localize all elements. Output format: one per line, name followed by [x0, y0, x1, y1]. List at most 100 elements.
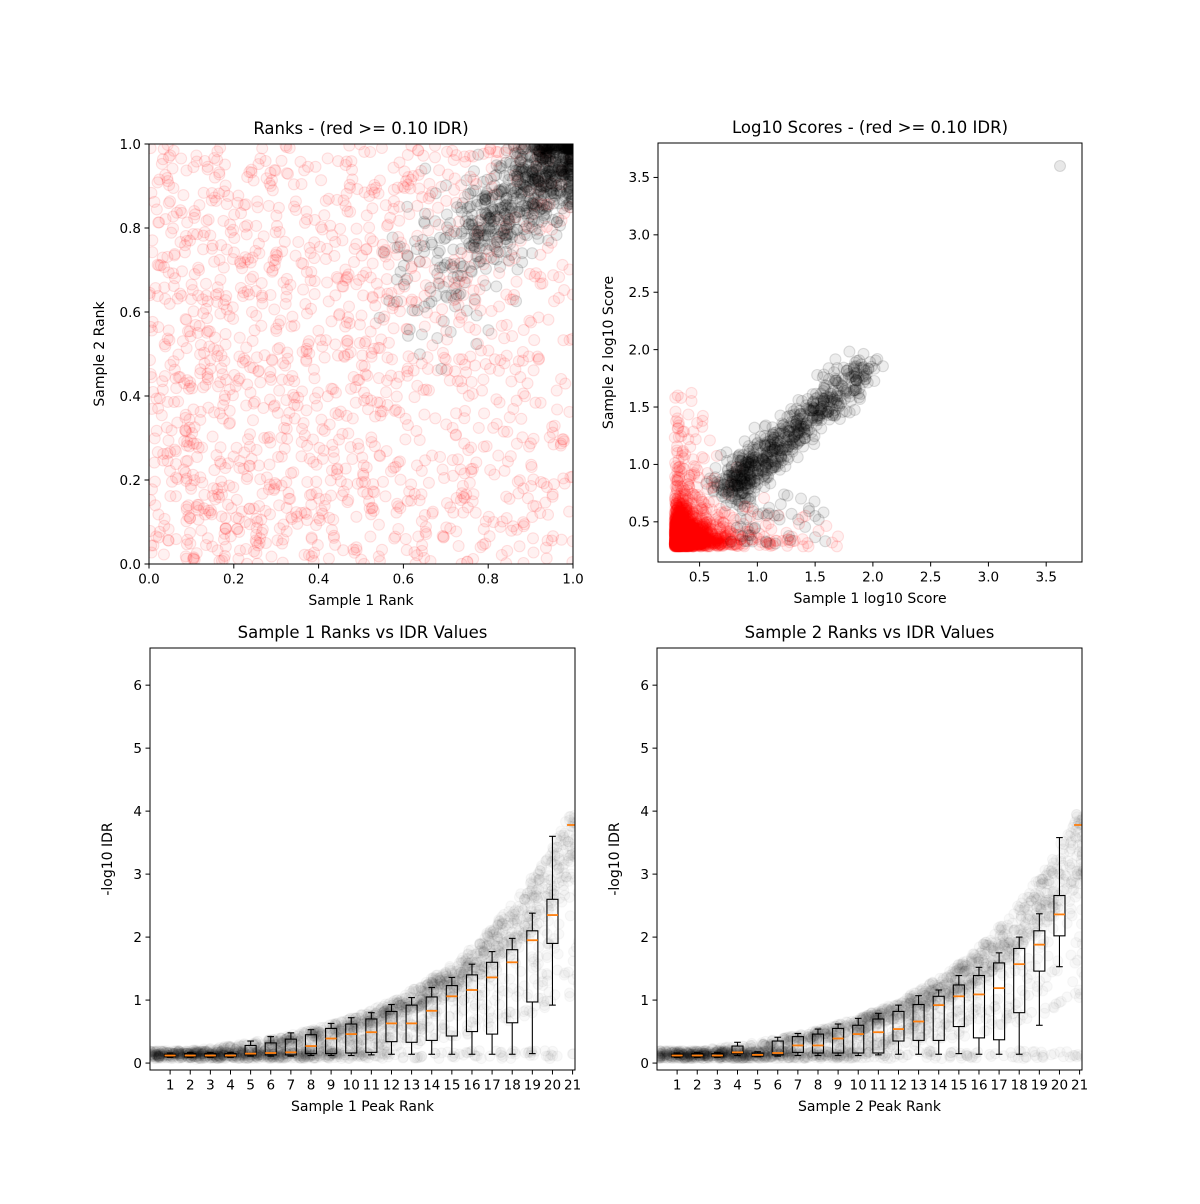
boxplot-box — [873, 1013, 884, 1055]
x-tick-label: 14 — [930, 1078, 947, 1094]
x-tick-label: 18 — [1011, 1078, 1028, 1094]
boxplot-box — [833, 1024, 844, 1055]
x-tick-label: 15 — [443, 1078, 460, 1094]
x-tick-label: 7 — [287, 1078, 296, 1094]
x-tick-label: 3 — [206, 1078, 215, 1094]
y-tick-label: 2.0 — [629, 342, 650, 358]
x-tick-label: 19 — [524, 1078, 541, 1094]
y-tick-label: 1.0 — [629, 457, 650, 473]
x-tick-label: 1.0 — [562, 572, 583, 588]
x-tick-label: 1.0 — [747, 570, 768, 586]
x-tick-label: 19 — [1031, 1078, 1048, 1094]
x-tick-label: 0.5 — [689, 570, 710, 586]
y-tick-label: 4 — [640, 804, 649, 820]
y-tick-label: 0.4 — [120, 389, 141, 405]
x-tick-label: 2.5 — [920, 570, 941, 586]
y-tick-label: 0.5 — [629, 515, 650, 531]
x-tick-label: 9 — [327, 1078, 336, 1094]
y-tick-label: 3 — [640, 867, 649, 883]
x-tick-label: 5 — [753, 1078, 762, 1094]
x-tick-label: 17 — [990, 1078, 1007, 1094]
x-tick-label: 4 — [226, 1078, 235, 1094]
boxplot-box — [712, 1052, 723, 1057]
subplot-title: Log10 Scores - (red >= 0.10 IDR) — [732, 118, 1008, 137]
x-tick-label: 0.0 — [138, 572, 159, 588]
x-axis-label: Sample 1 log10 Score — [793, 591, 946, 607]
x-tick-label: 5 — [246, 1078, 255, 1094]
x-tick-label: 11 — [363, 1078, 380, 1094]
y-tick-label: 1 — [640, 993, 649, 1009]
y-tick-label: 5 — [133, 741, 142, 757]
y-tick-label: 2.5 — [629, 285, 650, 301]
x-tick-label: 20 — [544, 1078, 561, 1094]
y-tick-label: 2 — [640, 930, 649, 946]
x-tick-label: 3 — [713, 1078, 722, 1094]
x-tick-label: 0.4 — [308, 572, 329, 588]
y-axis-label: Sample 2 log10 Score — [601, 276, 617, 429]
x-tick-label: 12 — [383, 1078, 400, 1094]
x-tick-label: 1 — [166, 1078, 175, 1094]
boxplot-box — [792, 1033, 803, 1055]
x-tick-label: 0.8 — [477, 572, 498, 588]
x-tick-label: 16 — [463, 1078, 480, 1094]
y-tick-label: 3.0 — [629, 228, 650, 244]
y-tick-label: 6 — [133, 678, 142, 694]
y-tick-label: 1.5 — [629, 400, 650, 416]
boxplot-box — [752, 1052, 763, 1057]
x-tick-label: 6 — [266, 1078, 275, 1094]
x-tick-label: 21 — [564, 1078, 581, 1094]
y-tick-label: 0.6 — [120, 305, 141, 321]
y-tick-label: 6 — [640, 678, 649, 694]
y-tick-label: 0.2 — [120, 473, 141, 489]
y-tick-label: 1.0 — [120, 137, 141, 153]
x-tick-label: 20 — [1051, 1078, 1068, 1094]
x-axis-label: Sample 1 Peak Rank — [291, 1099, 435, 1115]
y-tick-label: 1 — [133, 993, 142, 1009]
x-tick-label: 3.5 — [1035, 570, 1056, 586]
boxplot-box — [994, 953, 1005, 1054]
x-tick-label: 9 — [834, 1078, 843, 1094]
subplot-title: Sample 1 Ranks vs IDR Values — [238, 623, 488, 642]
x-tick-label: 4 — [733, 1078, 742, 1094]
y-axis-label: -log10 IDR — [100, 822, 116, 896]
x-tick-label: 1.5 — [804, 570, 825, 586]
y-tick-label: 3.5 — [629, 170, 650, 186]
boxplot-box — [205, 1052, 216, 1057]
x-tick-label: 6 — [773, 1078, 782, 1094]
y-tick-label: 2 — [133, 930, 142, 946]
y-tick-label: 0 — [640, 1056, 649, 1072]
x-tick-label: 8 — [307, 1078, 316, 1094]
y-tick-label: 0.8 — [120, 221, 141, 237]
y-tick-label: 3 — [133, 867, 142, 883]
y-tick-label: 0.0 — [120, 557, 141, 573]
boxplot-box — [366, 1013, 377, 1055]
y-tick-label: 0 — [133, 1056, 142, 1072]
x-tick-label: 2 — [693, 1078, 702, 1094]
x-tick-label: 16 — [970, 1078, 987, 1094]
x-tick-label: 18 — [504, 1078, 521, 1094]
y-axis-label: Sample 2 Rank — [92, 300, 108, 406]
boxplot-box — [326, 1023, 337, 1055]
x-tick-label: 11 — [870, 1078, 887, 1094]
x-axis-label: Sample 2 Peak Rank — [798, 1099, 942, 1115]
boxplot-box — [692, 1052, 703, 1057]
x-axis-label: Sample 1 Rank — [308, 593, 414, 609]
x-tick-label: 12 — [890, 1078, 907, 1094]
x-tick-label: 10 — [343, 1078, 360, 1094]
x-tick-label: 17 — [483, 1078, 500, 1094]
boxplot-box — [185, 1052, 196, 1057]
x-tick-label: 2.0 — [862, 570, 883, 586]
y-axis-label: -log10 IDR — [607, 822, 623, 896]
x-tick-label: 15 — [950, 1078, 967, 1094]
y-tick-label: 4 — [133, 804, 142, 820]
subplot-title: Sample 2 Ranks vs IDR Values — [745, 623, 995, 642]
x-tick-label: 13 — [910, 1078, 927, 1094]
subplot-title: Ranks - (red >= 0.10 IDR) — [253, 119, 468, 138]
x-tick-label: 0.6 — [393, 572, 414, 588]
